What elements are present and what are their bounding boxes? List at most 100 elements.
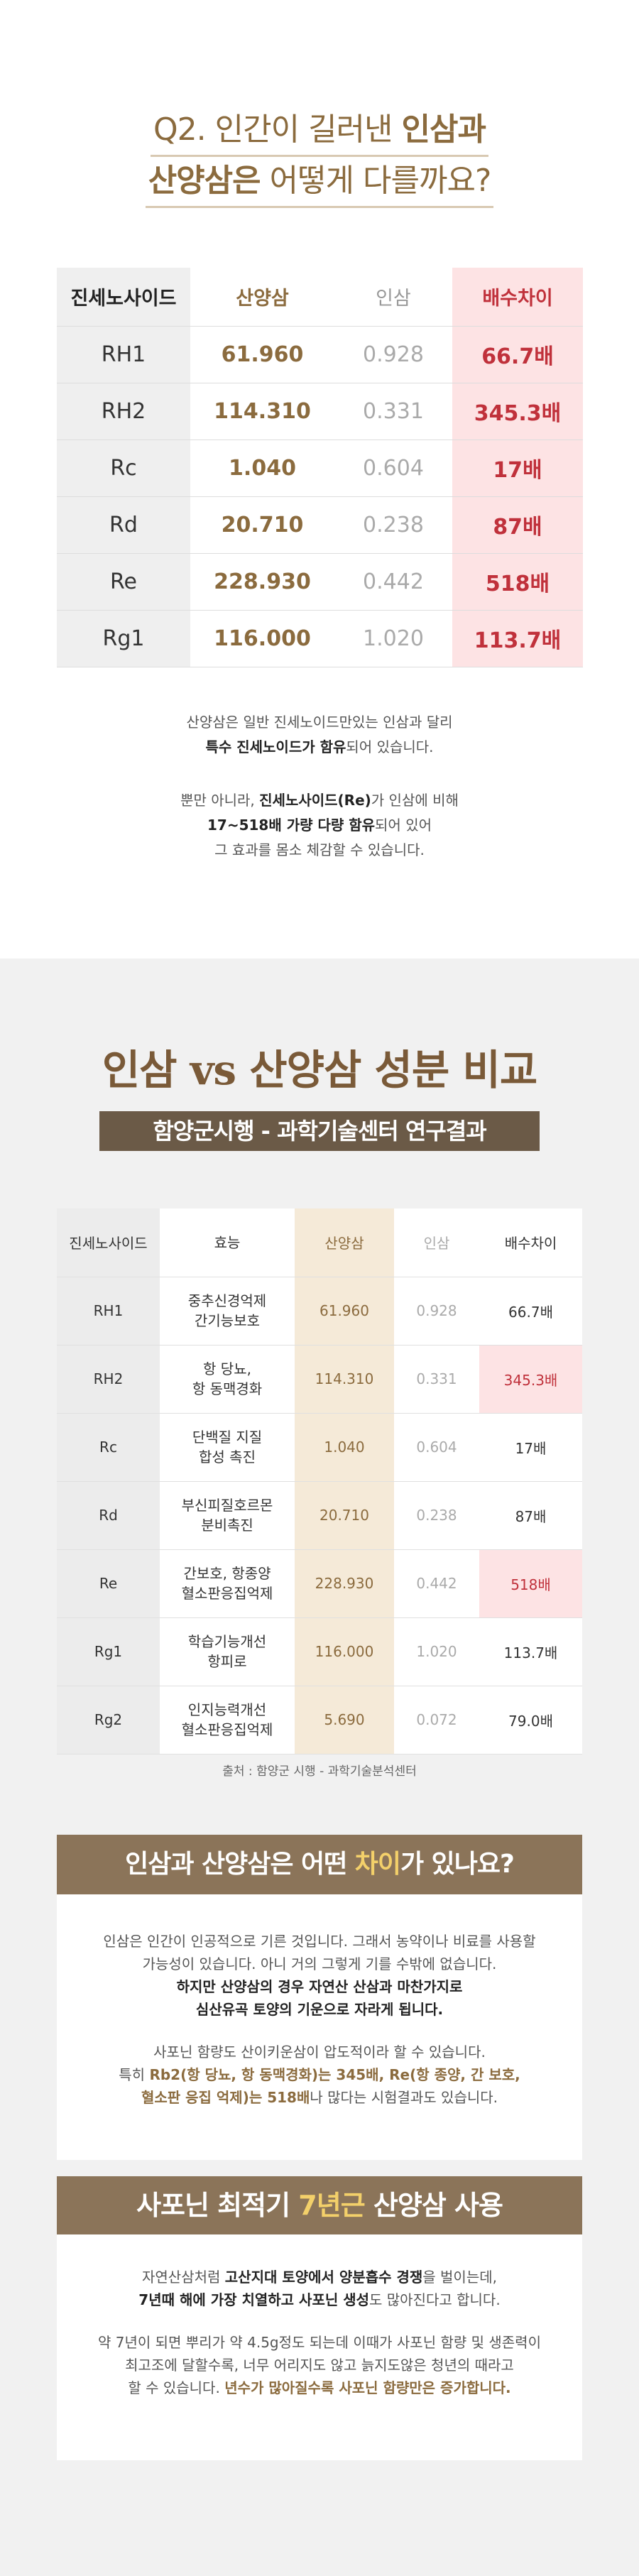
comparison-table: 진세노사이드 효능 산양삼 인삼 배수차이 RH1 중추신경억제 간기능보호 61… [57,1208,582,1754]
header-ginseng: 인삼 [334,268,452,327]
table-header-row: 진세노사이드 효능 산양삼 인삼 배수차이 [57,1208,582,1277]
cell-wild-value: 20.710 [295,1481,394,1550]
cell-ratio: 17배 [479,1413,582,1482]
cell-wild-value: 1.040 [295,1413,394,1482]
header-ratio: 배수차이 [452,268,583,327]
table-row: Rg1 학습기능개선 항피로 116.000 1.020 113.7배 [57,1617,582,1686]
cell-effect: 단백질 지질 합성 촉진 [160,1413,295,1482]
table-header-row: 진세노사이드 산양삼 인삼 배수차이 [57,268,583,327]
cell-ginseng-value: 0.442 [394,1549,479,1618]
cell-wild-value: 20.710 [190,496,334,554]
cell-effect: 항 당뇨, 항 동맥경화 [160,1345,295,1414]
cell-ratio: 518배 [479,1549,582,1618]
intro-paragraph-2: 뿐만 아니라, 진세노사이드(Re)가 인삼에 비해 17~518배 가량 다량… [0,788,639,863]
cell-ginsenoside: RH2 [57,1345,160,1414]
ginsenoside-table: 진세노사이드 산양삼 인삼 배수차이 RH1 61.960 0.928 66.7… [57,268,583,667]
cell-ginseng-value: 0.928 [334,326,452,383]
paragraph-line: 심산유곡 토양의 기운으로 자라게 됩니다. [195,2001,444,2018]
cell-ginseng-value: 0.072 [394,1686,479,1754]
paragraph-line: 자연산삼처럼 고산지대 토양에서 양분흡수 경쟁을 벌이는데, [142,2269,497,2286]
cell-ginsenoside: Rg2 [57,1686,160,1754]
paragraph-line: 약 7년이 되면 뿌리가 약 4.5g정도 되는데 이때가 사포닌 함량 및 생… [98,2334,541,2351]
cell-ratio: 518배 [452,553,583,611]
cell-ginsenoside: RH1 [57,326,190,383]
cell-wild-value: 116.000 [295,1617,394,1686]
difference-box: 인삼과 산양삼은 어떤 차이가 있나요? 인삼은 인간이 인공적으로 기른 것입… [57,1835,582,2160]
cell-effect: 부신피질호르몬 분비촉진 [160,1481,295,1550]
cell-ratio: 17배 [452,440,583,497]
cell-wild-value: 228.930 [190,553,334,611]
table-row: RH1 61.960 0.928 66.7배 [57,326,583,383]
cell-ginseng-value: 0.604 [394,1413,479,1482]
cell-wild-value: 114.310 [190,383,334,440]
difference-paragraph-2: 사포닌 함량도 산이키운삼이 압도적이라 할 수 있습니다. 특히 Rb2(항 … [57,2041,582,2109]
table-row: Rc 1.040 0.604 17배 [57,440,583,497]
cell-ratio: 87배 [452,496,583,554]
table-row: Rd 부신피질호르몬 분비촉진 20.710 0.238 87배 [57,1481,582,1550]
paragraph-line: 그 효과를 몸소 체감할 수 있습니다. [214,841,425,858]
cell-wild-value: 114.310 [295,1345,394,1414]
paragraph-line: 산양삼은 일반 진세노이드만있는 인삼과 달리 [186,714,453,731]
cell-ratio: 66.7배 [479,1277,582,1346]
cell-wild-value: 228.930 [295,1549,394,1618]
header-ginseng: 인삼 [394,1208,479,1277]
header-wild-ginseng: 산양삼 [295,1208,394,1277]
cell-ratio: 66.7배 [452,326,583,383]
paragraph-line: 17~518배 가량 다량 함유되어 있어 [207,817,432,834]
cell-ratio: 345.3배 [479,1345,582,1414]
cell-ginsenoside: Rd [57,496,190,554]
cell-effect: 인지능력개선 혈소판응집억제 [160,1686,295,1754]
paragraph-line: 사포닌 함량도 산이키운삼이 압도적이라 할 수 있습니다. [153,2043,486,2061]
saponin-paragraph-1: 자연산삼처럼 고산지대 토양에서 양분흡수 경쟁을 벌이는데, 7년때 해에 가… [57,2266,582,2311]
cell-ratio: 79.0배 [479,1686,582,1754]
cell-ginseng-value: 0.238 [394,1481,479,1550]
paragraph-line: 최고조에 달할수록, 너무 어리지도 않고 늙지도않은 청년의 때라고 [125,2357,514,2374]
table-row: Re 간보호, 항종양 혈소판응집억제 228.930 0.442 518배 [57,1549,582,1618]
question-title-line2: 산양삼은 어떻게 다를까요? [0,158,639,208]
section-ginseng-vs-wild: Q2. 인간이 길러낸 인삼과 산양삼은 어떻게 다를까요? 진세노사이드 산양… [0,0,639,959]
cell-ginseng-value: 0.331 [394,1345,479,1414]
paragraph-line: 특수 진세노이드가 함유되어 있습니다. [205,738,434,755]
table-row: Re 228.930 0.442 518배 [57,553,583,611]
cell-ginsenoside: Re [57,1549,160,1618]
table-row: Rg1 116.000 1.020 113.7배 [57,610,583,667]
comparison-title: 인삼 vs 산양삼 성분 비교 [102,1046,537,1094]
table-row: RH1 중추신경억제 간기능보호 61.960 0.928 66.7배 [57,1277,582,1346]
header-wild-ginseng: 산양삼 [190,268,334,327]
cell-ginsenoside: RH1 [57,1277,160,1346]
cell-ginseng-value: 0.238 [334,496,452,554]
table-row: Rg2 인지능력개선 혈소판응집억제 5.690 0.072 79.0배 [57,1686,582,1754]
cell-ratio: 87배 [479,1481,582,1550]
difference-box-heading: 인삼과 산양삼은 어떤 차이가 있나요? [57,1835,582,1894]
saponin-box: 사포닌 최적기 7년근 산양삼 사용 자연산삼처럼 고산지대 토양에서 양분흡수… [57,2176,582,2460]
section-component-comparison: 인삼 vs 산양삼 성분 비교 함양군시행 - 과학기술센터 연구결과 진세노사… [0,959,639,2576]
cell-ginsenoside: RH2 [57,383,190,440]
difference-paragraph-1: 인삼은 인간이 인공적으로 기른 것입니다. 그래서 농약이나 비료를 사용할 … [57,1930,582,2021]
cell-ginsenoside: Rg1 [57,610,190,667]
paragraph-line: 특히 Rb2(항 당뇨, 항 동맥경화)는 345배, Re(항 종양, 간 보… [119,2066,520,2083]
cell-ginseng-value: 0.331 [334,383,452,440]
header-ginsenoside: 진세노사이드 [57,268,190,327]
cell-ginseng-value: 0.928 [394,1277,479,1346]
source-caption: 출처 : 함양군 시행 - 과학기술분석센터 [222,1764,417,1779]
cell-wild-value: 61.960 [295,1277,394,1346]
cell-ginsenoside: Rd [57,1481,160,1550]
cell-ginseng-value: 1.020 [394,1617,479,1686]
header-ratio: 배수차이 [479,1208,582,1277]
table-row: RH2 114.310 0.331 345.3배 [57,383,583,440]
cell-ginsenoside: Rc [57,440,190,497]
paragraph-line: 하지만 산양삼의 경우 자연산 산삼과 마찬가지로 [176,1978,463,1995]
paragraph-line: 뿐만 아니라, 진세노사이드(Re)가 인삼에 비해 [180,792,459,809]
cell-ginsenoside: Rg1 [57,1617,160,1686]
cell-wild-value: 116.000 [190,610,334,667]
cell-ratio: 113.7배 [452,610,583,667]
cell-wild-value: 1.040 [190,440,334,497]
cell-effect: 중추신경억제 간기능보호 [160,1277,295,1346]
intro-paragraph-1: 산양삼은 일반 진세노이드만있는 인삼과 달리 특수 진세노이드가 함유되어 있… [0,710,639,760]
cell-wild-value: 61.960 [190,326,334,383]
saponin-box-heading: 사포닌 최적기 7년근 산양삼 사용 [57,2176,582,2234]
cell-ratio: 345.3배 [452,383,583,440]
paragraph-line: 혈소판 응집 억제)는 518배나 많다는 시험결과도 있습니다. [141,2089,498,2106]
cell-wild-value: 5.690 [295,1686,394,1754]
saponin-paragraph-2: 약 7년이 되면 뿌리가 약 4.5g정도 되는데 이때가 사포닌 함량 및 생… [57,2331,582,2399]
